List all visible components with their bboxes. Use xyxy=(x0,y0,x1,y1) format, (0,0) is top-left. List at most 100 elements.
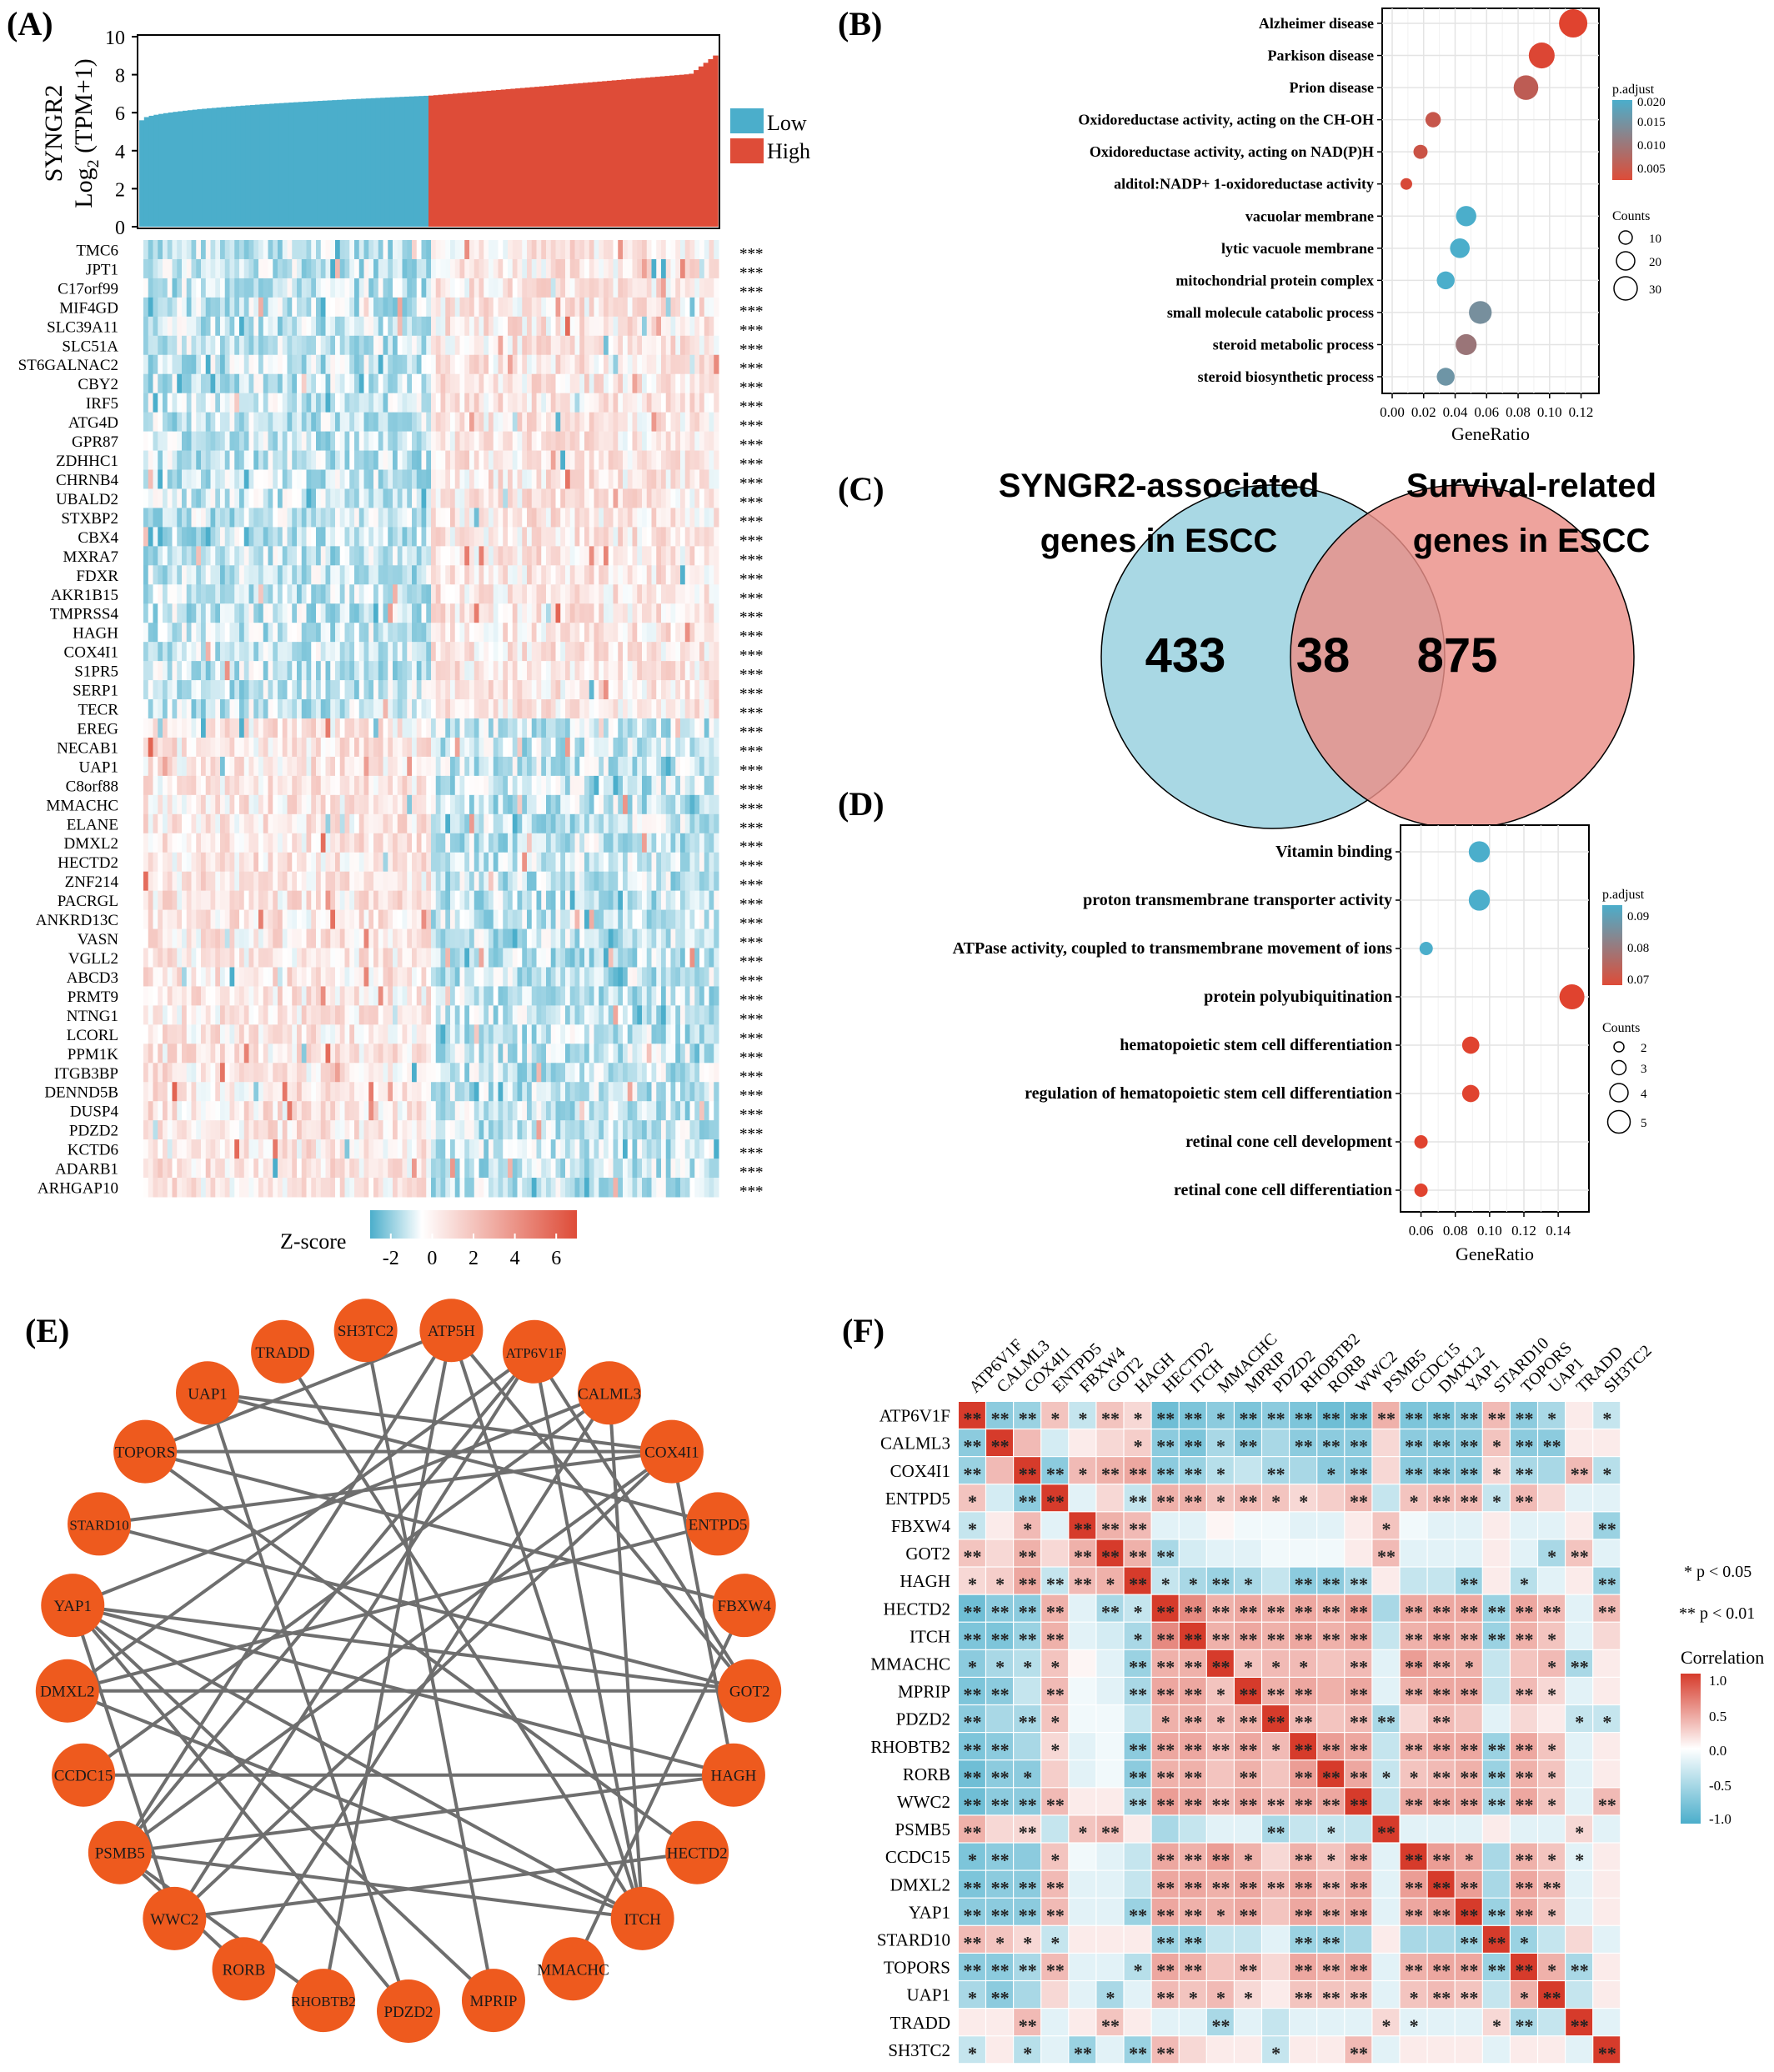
zscore-cell xyxy=(234,584,240,604)
zscore-cell xyxy=(637,813,643,834)
zscore-cell xyxy=(469,412,475,433)
zscore-cell xyxy=(498,967,504,987)
zscore-cell xyxy=(704,794,709,815)
zscore-cell xyxy=(484,603,489,623)
expression-bar xyxy=(187,110,193,227)
zscore-cell xyxy=(517,450,523,471)
zscore-cell xyxy=(469,240,475,260)
zscore-cell xyxy=(344,718,350,738)
zscore-cell xyxy=(656,871,662,892)
expression-bar xyxy=(317,101,323,227)
zscore-cell xyxy=(474,890,479,911)
zscore-cell xyxy=(440,354,446,375)
zscore-cell xyxy=(637,297,643,318)
zscore-cell xyxy=(393,316,398,337)
zscore-cell xyxy=(565,718,571,738)
zscore-cell xyxy=(354,699,360,719)
zscore-cell xyxy=(546,469,552,489)
zscore-cell xyxy=(143,775,149,796)
zscore-cell xyxy=(627,813,633,834)
zscore-cell xyxy=(248,1005,254,1025)
zscore-cell xyxy=(704,833,709,853)
zscore-cell xyxy=(627,373,633,394)
zscore-cell xyxy=(306,1005,312,1025)
zscore-cell xyxy=(273,393,278,413)
zscore-cell xyxy=(479,852,484,873)
zscore-cell xyxy=(565,642,571,662)
zscore-cell xyxy=(594,775,599,796)
zscore-cell xyxy=(306,278,312,298)
zscore-cell xyxy=(397,546,403,566)
zscore-cell xyxy=(268,967,273,987)
zscore-cell xyxy=(512,412,518,433)
zscore-cell xyxy=(714,584,719,604)
zscore-cell xyxy=(479,546,484,566)
zscore-cell xyxy=(574,258,580,279)
zscore-cell xyxy=(656,661,662,681)
zscore-cell xyxy=(320,431,326,452)
zscore-cell xyxy=(158,718,163,738)
zscore-cell xyxy=(517,794,523,815)
zscore-cell xyxy=(589,852,594,873)
zscore-cell xyxy=(330,316,336,337)
zscore-cell xyxy=(522,508,528,528)
zscore-cell xyxy=(243,967,249,987)
zscore-cell xyxy=(354,737,360,758)
zscore-cell xyxy=(536,661,542,681)
zscore-cell xyxy=(646,813,652,834)
zscore-cell xyxy=(253,412,259,433)
zscore-cell xyxy=(579,354,585,375)
zscore-cell xyxy=(589,699,594,719)
zscore-cell xyxy=(388,775,393,796)
zscore-cell xyxy=(339,642,345,662)
zscore-cell xyxy=(680,737,686,758)
zscore-cell xyxy=(517,699,523,719)
zscore-cell xyxy=(642,756,648,777)
zscore-cell xyxy=(479,584,484,604)
zscore-cell xyxy=(594,794,599,815)
zscore-cell xyxy=(464,967,470,987)
zscore-cell xyxy=(297,508,303,528)
zscore-cell xyxy=(407,737,413,758)
zscore-cell xyxy=(555,431,561,452)
zscore-cell xyxy=(445,794,451,815)
zscore-cell xyxy=(541,335,547,356)
zscore-cell xyxy=(297,967,303,987)
zscore-cell xyxy=(177,393,183,413)
zscore-cell xyxy=(680,546,686,566)
zscore-cell xyxy=(316,278,322,298)
zscore-cell xyxy=(642,488,648,508)
zscore-cell xyxy=(651,775,657,796)
zscore-cell xyxy=(709,508,714,528)
zscore-cell xyxy=(239,775,245,796)
expression-bar xyxy=(303,102,309,228)
zscore-cell xyxy=(579,813,585,834)
zscore-cell xyxy=(248,948,254,968)
zscore-cell xyxy=(282,756,288,777)
zscore-cell xyxy=(604,584,609,604)
zscore-cell xyxy=(489,852,494,873)
zscore-cell xyxy=(574,297,580,318)
zscore-cell xyxy=(627,584,633,604)
zscore-cell xyxy=(440,737,446,758)
zscore-cell xyxy=(172,890,178,911)
zscore-cell xyxy=(574,278,580,298)
zscore-cell xyxy=(503,258,509,279)
zscore-cell xyxy=(393,354,398,375)
zscore-cell xyxy=(239,240,245,260)
zscore-cell xyxy=(407,469,413,489)
zscore-cell xyxy=(565,756,571,777)
zscore-cell xyxy=(704,278,709,298)
zscore-cell xyxy=(489,278,494,298)
zscore-cell xyxy=(220,1005,226,1025)
zscore-cell xyxy=(665,373,671,394)
zscore-cell xyxy=(431,642,437,662)
zscore-cell xyxy=(474,354,479,375)
zscore-cell xyxy=(253,584,259,604)
zscore-cell xyxy=(268,508,273,528)
zscore-cell xyxy=(555,852,561,873)
zscore-cell xyxy=(407,775,413,796)
zscore-cell xyxy=(445,948,451,968)
zscore-cell xyxy=(479,737,484,758)
zscore-cell xyxy=(234,393,240,413)
